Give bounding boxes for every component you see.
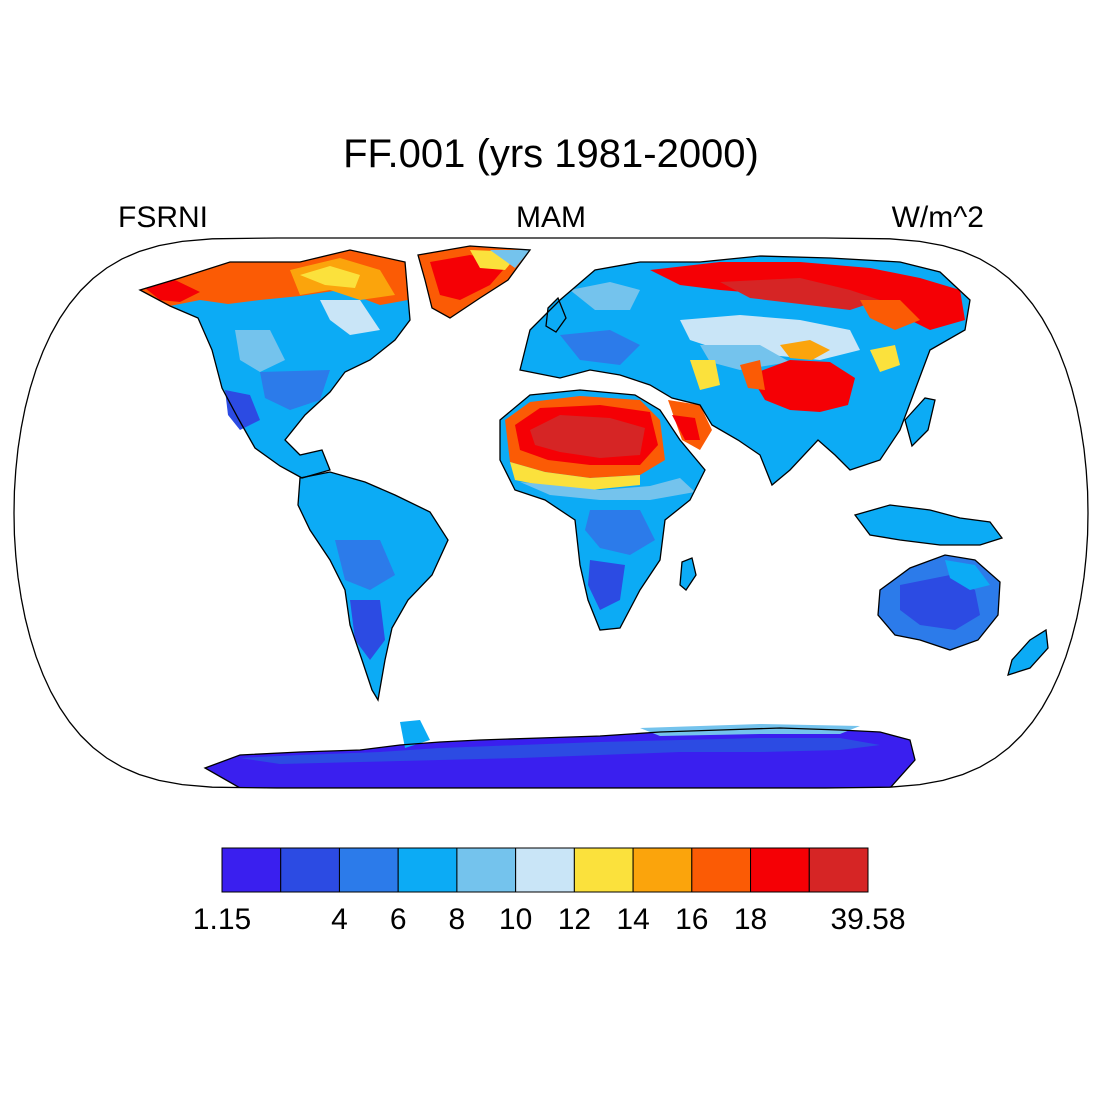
colorbar-label: 6 xyxy=(389,903,407,936)
field-patch xyxy=(520,478,695,500)
land-field xyxy=(138,245,1049,788)
land-new-zealand xyxy=(1008,630,1048,675)
coastline xyxy=(519,255,971,487)
field-patch xyxy=(570,282,640,310)
coastline xyxy=(877,554,1001,651)
field-patch xyxy=(560,330,640,365)
colorbar xyxy=(221,847,869,893)
field-patch xyxy=(510,462,640,490)
colorbar-label: 18 xyxy=(733,903,768,936)
field-patch xyxy=(530,415,645,458)
season-label: MAM xyxy=(516,201,586,234)
coastline xyxy=(417,245,532,319)
plot-title: FF.001 (yrs 1981-2000) xyxy=(343,132,759,176)
colorbar-swatch xyxy=(515,847,575,893)
field-patch xyxy=(870,345,900,372)
colorbar-label: 14 xyxy=(616,903,650,936)
field-patch xyxy=(860,300,920,330)
land-madagascar xyxy=(680,558,696,590)
land-indonesia xyxy=(855,505,1002,545)
colorbar-swatch xyxy=(280,847,340,893)
colorbar-label: 12 xyxy=(557,903,592,936)
coastline xyxy=(904,397,936,448)
field-patch xyxy=(350,600,385,660)
field-patch xyxy=(335,540,395,590)
coastline xyxy=(138,249,411,479)
colorbar-swatch xyxy=(632,847,693,893)
colorbar-label: 10 xyxy=(498,903,533,936)
land-japan xyxy=(905,398,935,446)
colorbar-swatch xyxy=(397,847,458,893)
field-patch xyxy=(235,330,285,372)
coastline xyxy=(1007,628,1049,676)
field-patch xyxy=(300,266,360,288)
field-patch xyxy=(400,720,430,748)
colorbar-swatch xyxy=(808,847,869,893)
variable-label: FSRNI xyxy=(118,201,208,234)
field-patch xyxy=(900,575,980,630)
colorbar-swatch xyxy=(573,847,634,893)
colorbar-label: 1.15 xyxy=(192,903,252,936)
field-patch xyxy=(145,280,200,302)
coastline xyxy=(679,557,697,591)
colorbar-swatch xyxy=(750,847,810,893)
field-patch xyxy=(588,560,625,610)
coastline xyxy=(297,471,449,702)
field-patch xyxy=(320,300,380,335)
colorbar-swatch xyxy=(221,847,282,893)
field-patch xyxy=(740,360,765,390)
field-patch xyxy=(490,250,530,268)
field-patch xyxy=(945,560,990,590)
field-patch xyxy=(720,278,880,310)
field-patch xyxy=(240,738,880,764)
colorbar-label: 39.58 xyxy=(830,903,906,936)
field-patch xyxy=(672,415,700,440)
colorbar-swatch xyxy=(456,847,517,893)
coastline xyxy=(853,504,1004,546)
colorbar-label: 8 xyxy=(448,903,466,936)
coastline xyxy=(545,296,567,333)
map-boundary xyxy=(13,237,1089,789)
colorbar-swatch xyxy=(338,847,399,893)
coastline xyxy=(499,389,706,631)
field-patch xyxy=(780,340,830,360)
field-patch xyxy=(260,370,330,410)
field-patch xyxy=(640,724,860,736)
units-label: W/m^2 xyxy=(891,201,984,234)
coastline xyxy=(203,727,916,788)
colorbar-label: 16 xyxy=(675,903,709,936)
field-patch xyxy=(700,345,790,370)
field-patch xyxy=(585,510,655,555)
field-patch xyxy=(750,360,855,412)
colorbar-swatch xyxy=(691,847,752,893)
field-patch xyxy=(225,390,260,430)
colorbar-label: 4 xyxy=(331,903,348,936)
field-patch xyxy=(690,360,720,390)
